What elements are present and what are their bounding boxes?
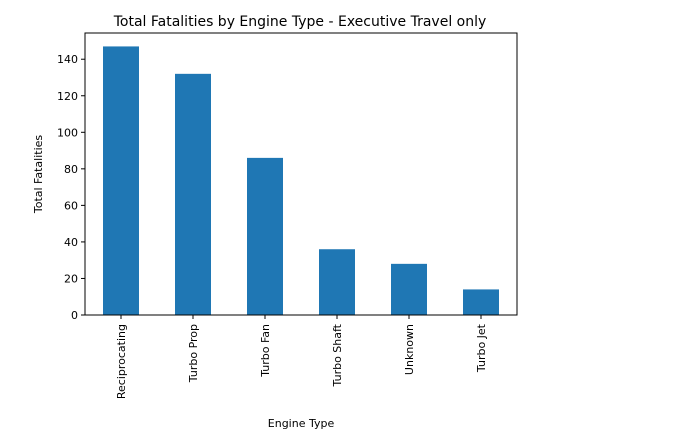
- x-tick-label: Turbo Jet: [475, 323, 488, 373]
- x-axis-label: Engine Type: [268, 417, 335, 430]
- y-tick-label: 40: [64, 236, 78, 249]
- bar-turbo-prop: [175, 73, 211, 315]
- y-axis-ticks: 0 20 40 60 80 100 120 140: [57, 53, 85, 322]
- x-tick-label: Reciprocating: [115, 324, 128, 399]
- y-tick-label: 140: [57, 53, 78, 66]
- bar-turbo-shaft: [319, 249, 355, 315]
- y-tick-label: 80: [64, 163, 78, 176]
- y-axis-label: Total Fatalities: [32, 135, 45, 215]
- y-tick-label: 60: [64, 199, 78, 212]
- y-tick-label: 0: [71, 309, 78, 322]
- x-tick-label: Turbo Prop: [187, 324, 200, 383]
- chart-title: Total Fatalities by Engine Type - Execut…: [113, 14, 487, 30]
- bar-reciprocating: [103, 46, 139, 316]
- bars-group: [103, 46, 499, 316]
- plot-frame: [84, 32, 518, 316]
- y-tick-label: 100: [57, 126, 78, 139]
- x-tick-label: Unknown: [403, 324, 416, 375]
- bar-turbo-jet: [463, 289, 499, 315]
- x-axis-ticks: Reciprocating Turbo Prop Turbo Fan Turbo Sh…: [115, 315, 488, 399]
- bar-unknown: [391, 263, 427, 315]
- x-tick-label: Turbo Fan: [259, 324, 272, 378]
- x-tick-label: Turbo Shaft: [331, 323, 344, 387]
- bar-turbo-fan: [247, 157, 283, 315]
- y-tick-label: 120: [57, 90, 78, 103]
- y-tick-label: 20: [64, 272, 78, 285]
